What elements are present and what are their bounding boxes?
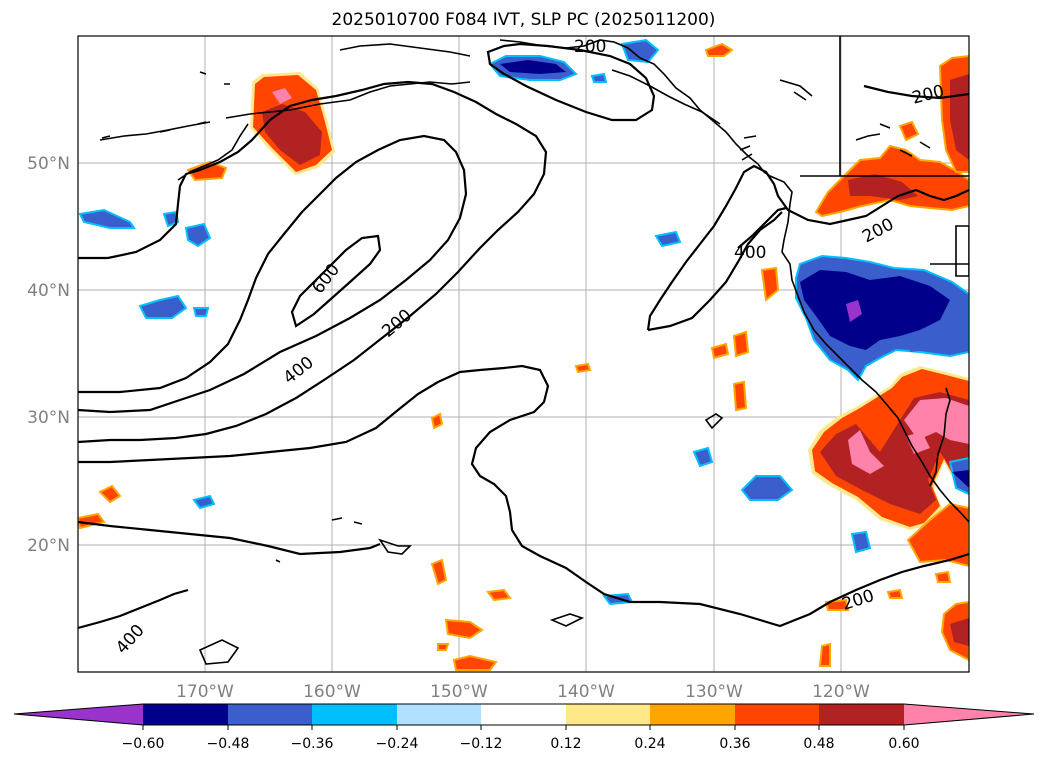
colorbar-bin [312, 704, 397, 725]
colorbar-bin [228, 704, 312, 725]
colorbar-tick: 0.12 [550, 736, 581, 752]
colorbar-tick: −0.24 [376, 736, 419, 752]
colorbar-bin [650, 704, 735, 725]
lat-label: 40°N [27, 281, 70, 301]
contour-200-coast-inner [647, 211, 783, 332]
contour-200-east [486, 42, 656, 122]
colorbar-tick: −0.48 [207, 736, 250, 752]
contour-400 [78, 134, 468, 414]
ivt-contours [78, 42, 969, 630]
lat-label: 30°N [27, 408, 70, 428]
colorbar-bin [481, 704, 566, 725]
colorbar-bin [143, 704, 228, 725]
ivt-positive-anomalies [78, 42, 969, 671]
lat-label: 20°N [27, 536, 70, 556]
colorbar: −0.60 −0.48 −0.36 −0.24 −0.12 0.12 0.24 … [13, 703, 1035, 752]
map-panel: 600 400 200 200 200 200 200 400 400 200 [78, 36, 969, 672]
map-frame [77, 35, 970, 673]
lon-label: 150°W [430, 682, 488, 702]
lon-label: 170°W [176, 682, 234, 702]
colorbar-extend-right [904, 704, 1034, 725]
colorbar-tick: 0.24 [634, 736, 665, 752]
colorbar-bin [566, 704, 650, 725]
contour-label: 400 [734, 243, 766, 263]
anomaly-gulf-of-alaska-negative [488, 38, 660, 83]
longitude-labels: 170°W 160°W 150°W 140°W 130°W 120°W [176, 682, 870, 702]
colorbar-tick: −0.36 [291, 736, 334, 752]
anomaly-aleutian [250, 72, 335, 175]
anomaly-california-negative [795, 254, 969, 382]
colorbar-tick: −0.60 [122, 736, 165, 752]
colorbar-bin [397, 704, 481, 725]
lat-label: 50°N [27, 154, 70, 174]
colorbar-tick: 0.48 [803, 736, 834, 752]
latitude-labels: 50°N 40°N 30°N 20°N [27, 154, 70, 556]
colorbar-tick: 0.36 [719, 736, 750, 752]
gridlines [78, 36, 969, 672]
colorbar-extend-left [14, 704, 143, 725]
anomaly-subtropical-jet [808, 366, 969, 662]
contour-200-main [78, 80, 548, 444]
colorbar-tick: −0.12 [460, 736, 503, 752]
colorbar-bin [735, 704, 819, 725]
map-title: 2025010700 F084 IVT, SLP PC (2025011200) [331, 10, 716, 30]
contour-200-coast [646, 164, 969, 331]
contour-600 [290, 234, 382, 328]
lon-label: 120°W [812, 682, 870, 702]
lon-label: 160°W [303, 682, 361, 702]
lon-label: 140°W [557, 682, 615, 702]
contour-label: 200 [574, 37, 606, 57]
lon-label: 130°W [685, 682, 743, 702]
colorbar-tick: 0.60 [888, 736, 919, 752]
contour-200-trough [78, 364, 969, 628]
colorbar-bin [819, 704, 904, 725]
coastlines [99, 36, 969, 665]
